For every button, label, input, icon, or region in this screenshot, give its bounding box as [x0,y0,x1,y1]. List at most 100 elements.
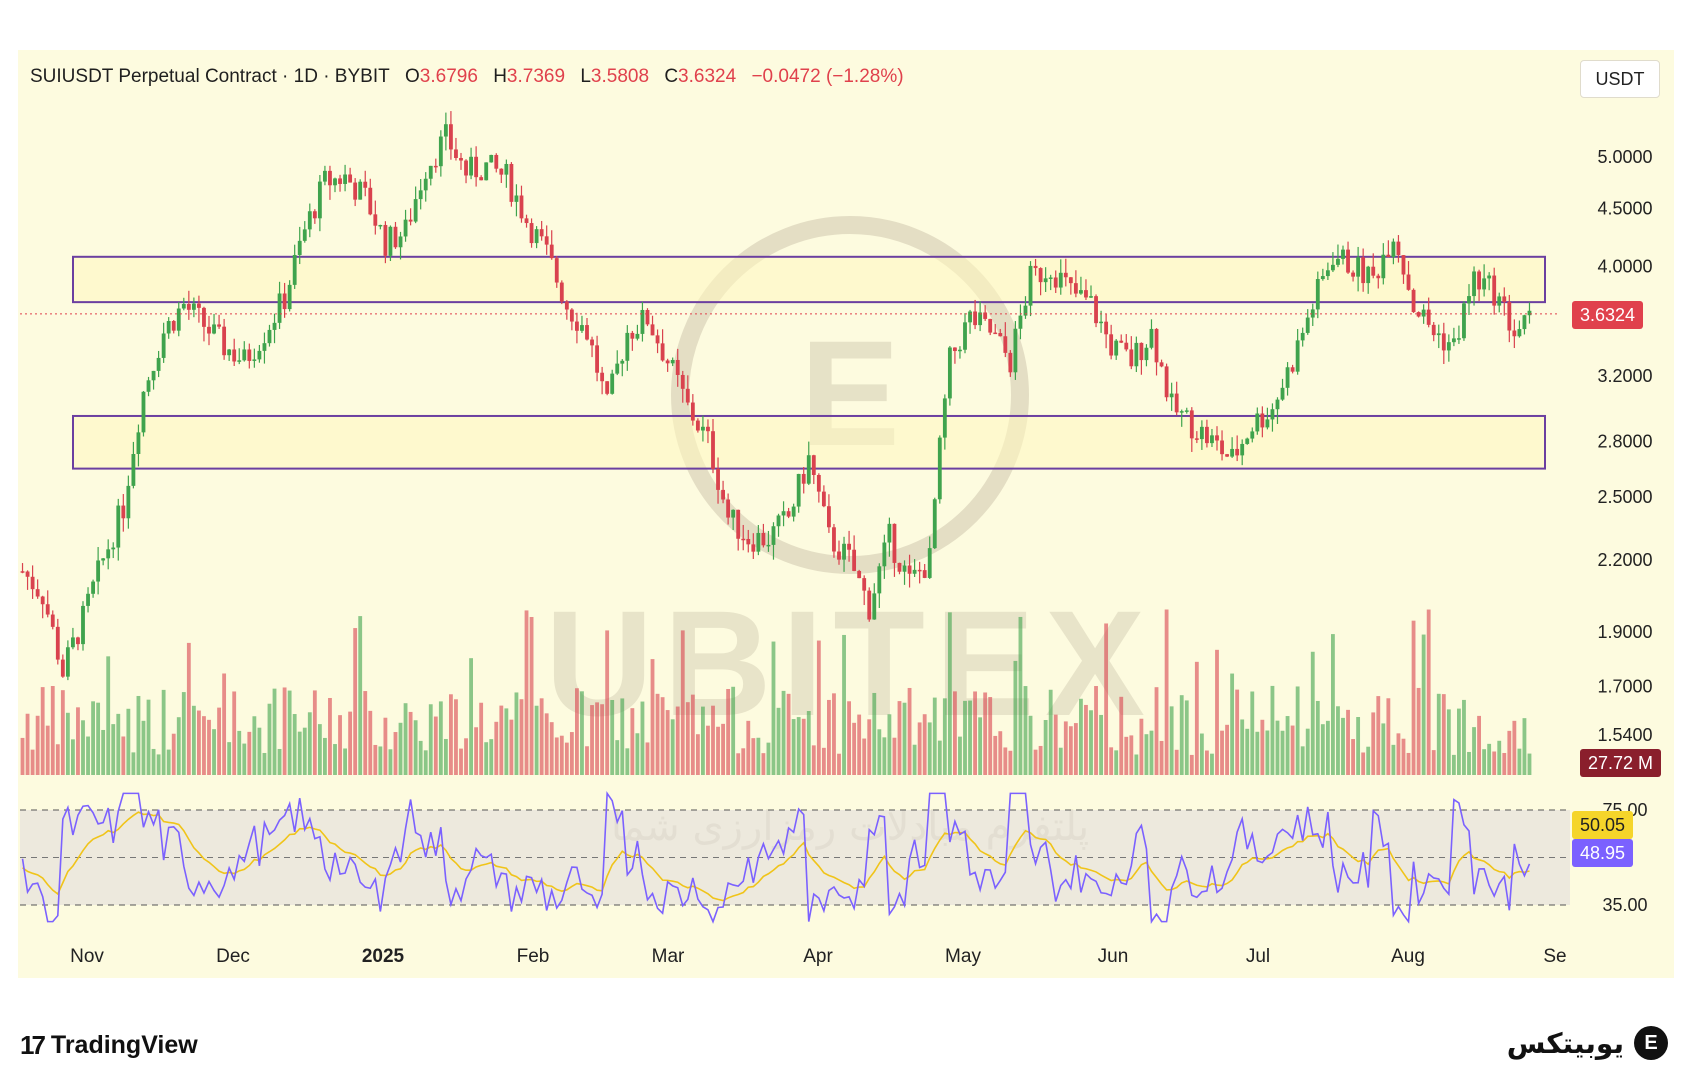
candle-body [821,491,826,507]
volume-bar [323,737,327,775]
volume-bar [469,658,473,775]
candle-body [1265,419,1270,428]
candle-body [917,569,922,572]
candle-body [1245,438,1250,444]
volume-bar [670,719,675,775]
high-label: H [493,66,507,87]
candle-body [660,343,665,361]
volume-bar [968,700,972,775]
candle-body [650,324,655,336]
candle-body [348,174,353,183]
candle-body [897,562,902,572]
volume-bar [494,721,499,775]
volume-bar [1497,740,1502,775]
volume-bar [1215,649,1219,775]
candle-body [428,165,433,179]
volume-bar [383,717,388,775]
candle-body [262,343,267,351]
volume-bar [1063,721,1068,775]
volume-bar [1043,720,1048,775]
candle-body [136,432,141,455]
volume-bar [1310,651,1315,775]
volume-bar [1235,689,1240,775]
volume-bar [459,748,463,775]
candle-body [1068,277,1073,284]
volume-bar [580,691,584,775]
volume-bar [1189,754,1194,775]
volume-bar [181,692,186,775]
candle-body [413,199,418,222]
volume-bar [454,699,458,775]
volume-bar [554,737,559,775]
volume-bar [418,740,423,775]
candle-body [978,312,983,326]
volume-bar [519,699,524,775]
candle-body [156,357,161,371]
volume-bar [1174,749,1179,775]
volume-bar [988,697,993,775]
candle-body [1220,440,1224,455]
candle-body [1285,367,1290,388]
candle-body [1023,305,1028,316]
volume-bar [932,697,937,775]
volume-bar [30,749,35,775]
volume-bar [1472,727,1476,775]
candle-body [267,329,272,344]
candle-body [1492,275,1497,306]
candle-body [958,349,962,352]
volume-bar [146,699,151,775]
candle-body [459,157,463,161]
volume-bar [131,752,136,775]
volume-bar [1421,634,1426,775]
candle-body [1169,393,1174,398]
candle-body [25,571,30,577]
volume-bar [1048,689,1053,775]
candle-body [1215,435,1219,441]
candle-body [1053,277,1058,288]
candle-body [1048,277,1053,279]
candle-body [1351,272,1355,277]
volume-bar [907,687,912,775]
candle-body [494,154,499,169]
volume-bar [408,711,413,775]
volume-bar [1376,696,1381,775]
rsi-level-label: 35.00 [1602,895,1647,915]
volume-bar [595,702,599,775]
candle-body [726,499,731,518]
volume-bar [1336,706,1340,775]
candle-body [1139,342,1144,361]
volume-bar [1104,623,1109,775]
candle-body [141,391,146,433]
candle-body [932,499,937,549]
candle-body [610,373,615,394]
candle-body [449,124,453,150]
candle-body [862,578,867,591]
candle-body [378,224,383,227]
candle-body [1199,426,1204,440]
change-value: −0.0472 (−1.28%) [751,66,904,87]
candle-body [776,515,781,527]
volume-bar [50,686,55,775]
candle-body [71,637,75,648]
candle-body [323,170,327,182]
volume-bar [202,716,206,775]
volume-bar [1507,730,1512,775]
candle-body [1300,332,1305,341]
candle-body [1084,290,1088,298]
candle-body [1018,315,1023,329]
candle-body [1467,296,1471,304]
currency-button[interactable]: USDT [1580,60,1660,98]
volume-bar [1250,691,1255,775]
volume-bar [353,628,358,775]
candle-body [1426,309,1431,325]
candle-body [1280,387,1285,400]
volume-bar [1225,724,1229,775]
candle-body [1174,393,1179,413]
volume-bar [1371,712,1376,775]
candle-body [1462,303,1466,339]
candle-body [383,224,388,256]
volume-bar [1477,715,1481,775]
candle-body [867,590,872,620]
candle-body [1129,349,1134,367]
